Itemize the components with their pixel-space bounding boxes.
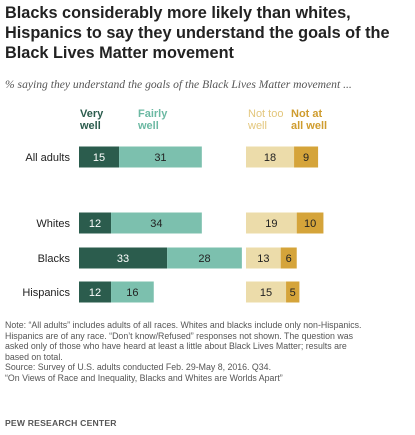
bar-all-adults-very-well [79,146,120,168]
value-label-blacks-very-well: 33 [117,253,129,265]
chart-title: Blacks considerably more likely than whi… [5,4,390,62]
note-line-2: Hispanics are of any race. “Don’t know/R… [5,330,353,341]
value-label-all-adults-not-too-well: 18 [264,152,276,164]
category-label-hispanics: Hispanics [22,287,70,299]
bar-whites-very-well [79,212,112,234]
bar-blacks-fairly-well [167,247,242,269]
value-label-whites-not-too-well: 19 [265,218,277,230]
note-line-4: based on total. [5,351,63,362]
source-line: Source: Survey of U.S. adults conducted … [5,362,272,373]
note-line-1: Note: “All adults” includes adults of al… [5,320,362,330]
bar-hispanics-not-too-well [246,281,287,303]
value-label-all-adults-very-well: 15 [93,152,105,164]
value-label-hispanics-very-well: 12 [89,287,101,299]
bar-blacks-very-well [79,247,168,269]
value-label-hispanics-not-too-well: 15 [260,287,272,299]
value-label-whites-not-at-all-well: 10 [304,218,316,230]
chart-notes: Note: “All adults” includes adults of al… [5,320,411,384]
value-label-blacks-not-at-all-well: 6 [286,253,292,265]
bar-blacks-not-too-well [246,247,281,269]
header-very-well: Very well [80,108,103,132]
header-not-at-all-well-line2: all well [291,120,328,132]
header-fairly-well-line2: well [138,120,159,132]
bar-whites-fairly-well [111,212,202,234]
bar-whites-not-at-all-well [296,212,324,234]
header-not-at-all-well-line1: Not at [291,108,323,120]
value-label-whites-fairly-well: 34 [150,218,162,230]
header-not-too-well-line2: well [248,120,267,132]
value-label-all-adults-not-at-all-well: 9 [303,152,309,164]
category-label-whites: Whites [36,218,70,230]
chart-subtitle: % saying they understand the goals of th… [5,78,352,91]
value-label-blacks-not-too-well: 13 [257,253,269,265]
bar-hispanics-not-at-all-well [286,281,300,303]
value-label-whites-very-well: 12 [89,218,101,230]
bar-hispanics-fairly-well [111,281,154,303]
header-fairly-well: Fairly well [138,108,167,132]
value-label-hispanics-fairly-well: 16 [126,287,138,299]
header-not-too-well-line1: Not too [248,108,284,120]
bar-blacks-not-at-all-well [280,247,297,269]
header-very-well-line1: Very [80,108,104,120]
value-label-all-adults-fairly-well: 31 [154,152,166,164]
bar-all-adults-fairly-well [119,146,202,168]
bar-hispanics-very-well [79,281,112,303]
note-line-3: asked only of those who have heard at le… [5,341,347,352]
report-title-line: “On Views of Race and Inequality, Blacks… [5,372,283,383]
bar-all-adults-not-at-all-well [294,146,319,168]
value-label-blacks-fairly-well: 28 [198,253,210,265]
header-not-too-well: Not too well [248,108,283,132]
bar-all-adults-not-too-well [246,146,295,168]
bar-whites-not-too-well [246,212,297,234]
category-label-blacks: Blacks [38,253,71,265]
header-not-at-all-well: Not at all well [291,108,327,132]
header-very-well-line2: well [80,120,101,132]
header-fairly-well-line1: Fairly [138,108,168,120]
brand-label: PEW RESEARCH CENTER [5,418,117,428]
value-label-hispanics-not-at-all-well: 5 [290,287,296,299]
category-label-all-adults: All adults [25,152,70,164]
